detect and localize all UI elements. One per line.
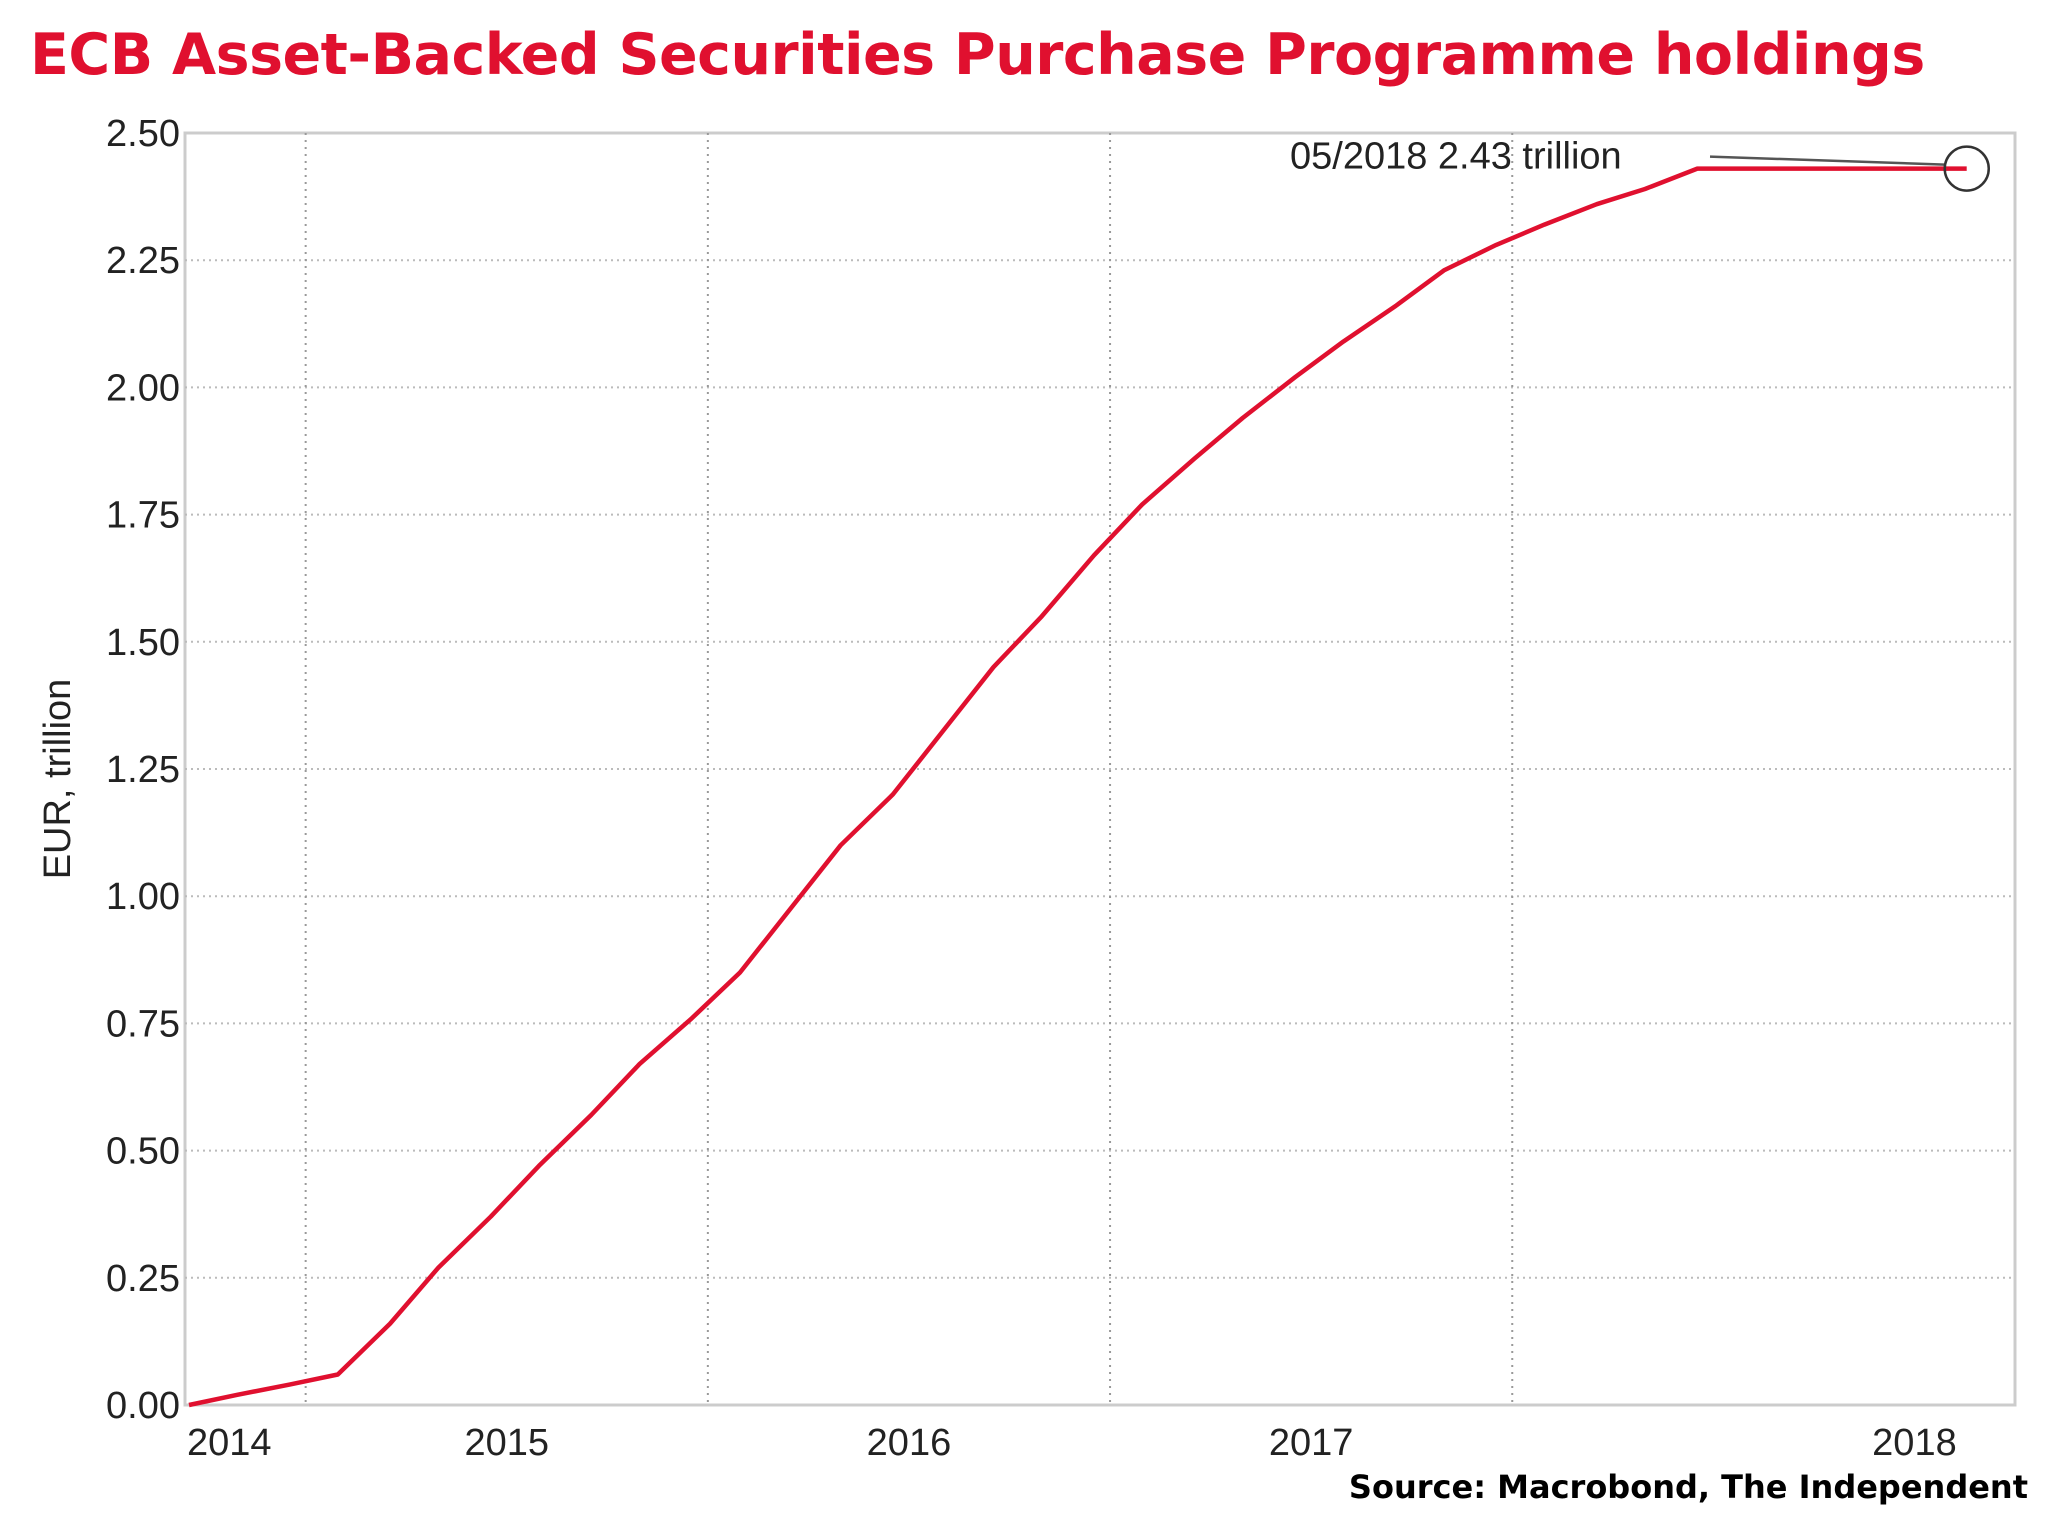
y-axis: 0.00 0.25 0.50 0.75 1.00 1.25 1.50 1.75 2.00 2.25… <box>106 113 180 1427</box>
y-tick-label: 2.25 <box>106 240 180 282</box>
y-axis-label: EUR, trillion <box>37 679 79 880</box>
y-tick-label: 2.50 <box>106 113 180 155</box>
y-tick-label: 1.50 <box>106 622 180 664</box>
source-note: Source: Macrobond, The Independent <box>1348 1468 2028 1506</box>
y-tick-label: 0.50 <box>106 1131 180 1173</box>
chart-title: ECB Asset-Backed Securities Purchase Pro… <box>30 22 1925 88</box>
y-tick-label: 1.75 <box>106 495 180 537</box>
y-tick-label: 0.00 <box>106 1385 180 1427</box>
y-tick-label: 1.00 <box>106 876 180 918</box>
series-layer <box>188 166 1967 1408</box>
x-tick-label: 2016 <box>867 1422 952 1464</box>
grid-layer <box>185 133 2015 1405</box>
annotation: 05/2018 2.43 trillion <box>1290 136 1990 192</box>
x-tick-label: 2017 <box>1269 1422 1354 1464</box>
y-tick-label: 1.25 <box>106 749 180 791</box>
annotation-label: 05/2018 2.43 trillion <box>1290 136 1622 178</box>
y-tick-label: 0.25 <box>106 1258 180 1300</box>
y-tick-label: 2.00 <box>106 367 180 409</box>
x-tick-label: 2018 <box>1872 1422 1957 1464</box>
annotation-leader-line <box>1709 155 1945 166</box>
annotation-marker <box>1943 145 1990 192</box>
x-axis: 2014 2015 2016 2017 2018 <box>187 1422 1957 1464</box>
x-tick-label: 2014 <box>187 1422 272 1464</box>
y-tick-label: 0.75 <box>106 1003 180 1045</box>
x-tick-label: 2015 <box>464 1422 549 1464</box>
series-line <box>188 166 1967 1408</box>
